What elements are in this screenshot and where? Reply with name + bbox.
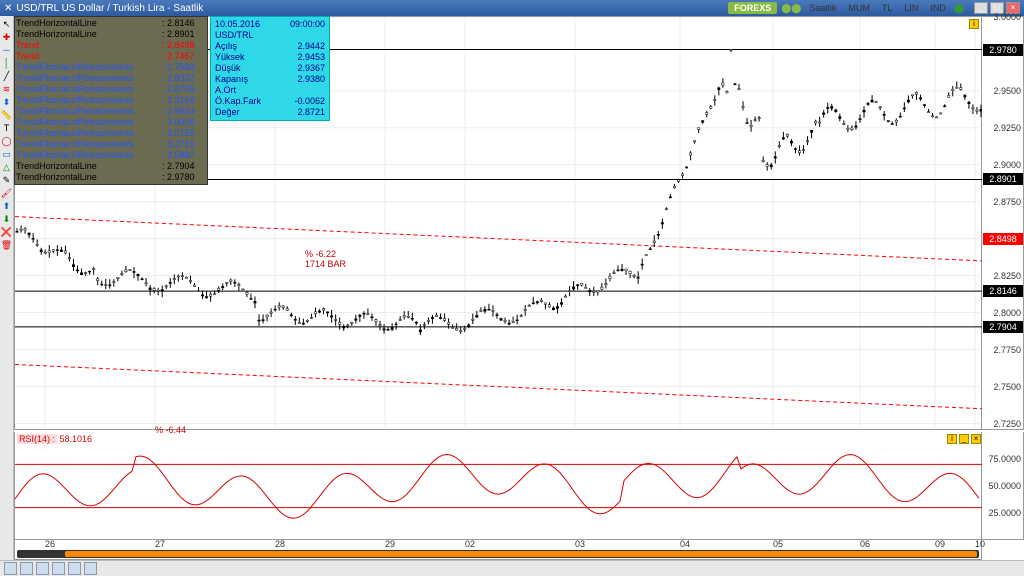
price-tag: 2.8146 xyxy=(983,285,1023,297)
data-row: TrendFibonacciRetracements: 2.9169 xyxy=(16,95,206,106)
sb-icon-1[interactable] xyxy=(4,562,17,575)
x-tick: 29 xyxy=(385,539,395,549)
tool-8[interactable]: T xyxy=(1,122,13,134)
x-tick: 09 xyxy=(935,539,945,549)
data-row: TrendHorizontalLine: 2.9780 xyxy=(16,172,206,183)
tool-6[interactable]: ⬍ xyxy=(1,96,13,108)
tool-3[interactable]: │ xyxy=(1,57,13,69)
rsi-y-tick: 50.0000 xyxy=(988,481,1021,491)
x-tick: 26 xyxy=(45,539,55,549)
window-titlebar: ✕ USD/TRL US Dollar / Turkish Lira - Saa… xyxy=(0,0,1024,16)
price-tag: 2.7904 xyxy=(983,321,1023,333)
sb-icon-5[interactable] xyxy=(68,562,81,575)
tool-5[interactable]: ≋ xyxy=(1,83,13,95)
menu-saatlik[interactable]: Saatlik xyxy=(805,2,840,14)
data-row: TrendFibonacciRetracements: 2.7583 xyxy=(16,62,206,73)
y-tick: 2.7250 xyxy=(993,419,1021,429)
y-tick: 3.0000 xyxy=(993,12,1021,22)
y-tick: 2.8000 xyxy=(993,308,1021,318)
tool-7[interactable]: 📏 xyxy=(1,109,13,121)
y-tick: 2.7750 xyxy=(993,345,1021,355)
left-toolbar: ↖✚─│╱≋⬍📏T◯▭△✎🖌⬆⬇❌🗑 xyxy=(0,16,14,560)
menu-tl[interactable]: TL xyxy=(878,2,897,14)
chart-collapse-icon[interactable]: i xyxy=(969,19,979,29)
data-row: TrendHorizontalLine: 2.7904 xyxy=(16,161,206,172)
data-row: TrendFibonacciRetracements: 3.0755 xyxy=(16,128,206,139)
sb-icon-4[interactable] xyxy=(52,562,65,575)
chart-area: TrendHorizontalLine: 2.8146TrendHorizont… xyxy=(14,16,1024,560)
data-row: Trend: 2.7467 xyxy=(16,51,206,62)
sb-icon-6[interactable] xyxy=(84,562,97,575)
data-row: TrendHorizontalLine: 2.8901 xyxy=(16,29,206,40)
rsi-label: RSI(14) : 58.1016 xyxy=(17,434,92,444)
y-tick: 2.9000 xyxy=(993,160,1021,170)
x-tick: 04 xyxy=(680,539,690,549)
sb-icon-3[interactable] xyxy=(36,562,49,575)
data-row: TrendFibonacciRetracements: 3.2715 xyxy=(16,139,206,150)
sb-icon-2[interactable] xyxy=(20,562,33,575)
data-row: TrendFibonacciRetracements: 2.8332 xyxy=(16,73,206,84)
tool-10[interactable]: ▭ xyxy=(1,148,13,160)
rsi-y-tick: 25.0000 xyxy=(988,508,1021,518)
price-tag: 2.8901 xyxy=(983,173,1023,185)
rsi-min-icon[interactable]: _ xyxy=(959,434,969,444)
status-bar xyxy=(0,560,1024,576)
y-tick: 2.8750 xyxy=(993,197,1021,207)
tool-14[interactable]: ⬆ xyxy=(1,200,13,212)
tool-11[interactable]: △ xyxy=(1,161,13,173)
tool-0[interactable]: ↖ xyxy=(1,18,13,30)
data-row: Trend: 2.8498 xyxy=(16,40,206,51)
y-tick: 2.9500 xyxy=(993,86,1021,96)
tool-16[interactable]: ❌ xyxy=(1,226,13,238)
tool-4[interactable]: ╱ xyxy=(1,70,13,82)
tool-13[interactable]: 🖌 xyxy=(1,187,13,199)
forexs-badge: FOREXS xyxy=(728,2,777,14)
x-tick: 05 xyxy=(773,539,783,549)
time-scrollbar[interactable] xyxy=(17,550,979,558)
data-row: TrendFibonacciRetracements: 2.9543 xyxy=(16,106,206,117)
scrollbar-thumb[interactable] xyxy=(65,551,977,557)
trend-annotation: % -6.221714 BAR xyxy=(305,249,346,269)
rsi-panel[interactable]: RSI(14) : 58.1016 i _ × xyxy=(14,432,982,540)
tool-12[interactable]: ✎ xyxy=(1,174,13,186)
price-tag: 2.8498 xyxy=(983,233,1023,245)
menu-lin[interactable]: LIN xyxy=(900,2,922,14)
tool-1[interactable]: ✚ xyxy=(1,31,13,43)
y-tick: 2.7500 xyxy=(993,382,1021,392)
price-y-axis: 3.00002.95002.92502.90002.87502.85002.82… xyxy=(982,16,1024,430)
ohlc-info-box: 10.05.201609:00:00USD/TRLAçılış2.9442Yük… xyxy=(210,16,330,121)
menu-ind[interactable]: IND xyxy=(926,2,950,14)
price-tag: 2.9780 xyxy=(983,44,1023,56)
rsi-settings-icon[interactable]: i xyxy=(947,434,957,444)
rsi-y-tick: 75.0000 xyxy=(988,454,1021,464)
data-row: TrendFibonacciRetracements: 2.8795 xyxy=(16,84,206,95)
data-row: TrendHorizontalLine: 2.8146 xyxy=(16,18,206,29)
rsi-y-axis: 75.0000 50.0000 25.0000 xyxy=(982,432,1024,540)
tool-2[interactable]: ─ xyxy=(1,44,13,56)
y-tick: 2.9250 xyxy=(993,123,1021,133)
x-tick: 06 xyxy=(860,539,870,549)
data-row: TrendFibonacciRetracements: 3.0006 xyxy=(16,117,206,128)
top-toolbar: FOREXS ⬤⬤ Saatlik MUM TL LIN IND ⬤ xyxy=(728,0,1024,16)
close-icon[interactable]: ✕ xyxy=(4,3,12,14)
x-tick: 02 xyxy=(465,539,475,549)
x-tick: 10 xyxy=(975,539,985,549)
x-tick: 27 xyxy=(155,539,165,549)
tool-17[interactable]: 🗑 xyxy=(1,239,13,251)
x-tick: 03 xyxy=(575,539,585,549)
tool-9[interactable]: ◯ xyxy=(1,135,13,147)
tool-15[interactable]: ⬇ xyxy=(1,213,13,225)
data-row: TrendFibonacciRetracements: 3.5887 xyxy=(16,150,206,161)
y-tick: 2.8250 xyxy=(993,271,1021,281)
indicator-data-panel: TrendHorizontalLine: 2.8146TrendHorizont… xyxy=(14,16,208,185)
time-x-axis: 26 27 28 29 02 03 04 05 06 09 10 xyxy=(14,540,982,560)
rsi-close-icon[interactable]: × xyxy=(971,434,981,444)
x-tick: 28 xyxy=(275,539,285,549)
menu-mum[interactable]: MUM xyxy=(844,2,874,14)
